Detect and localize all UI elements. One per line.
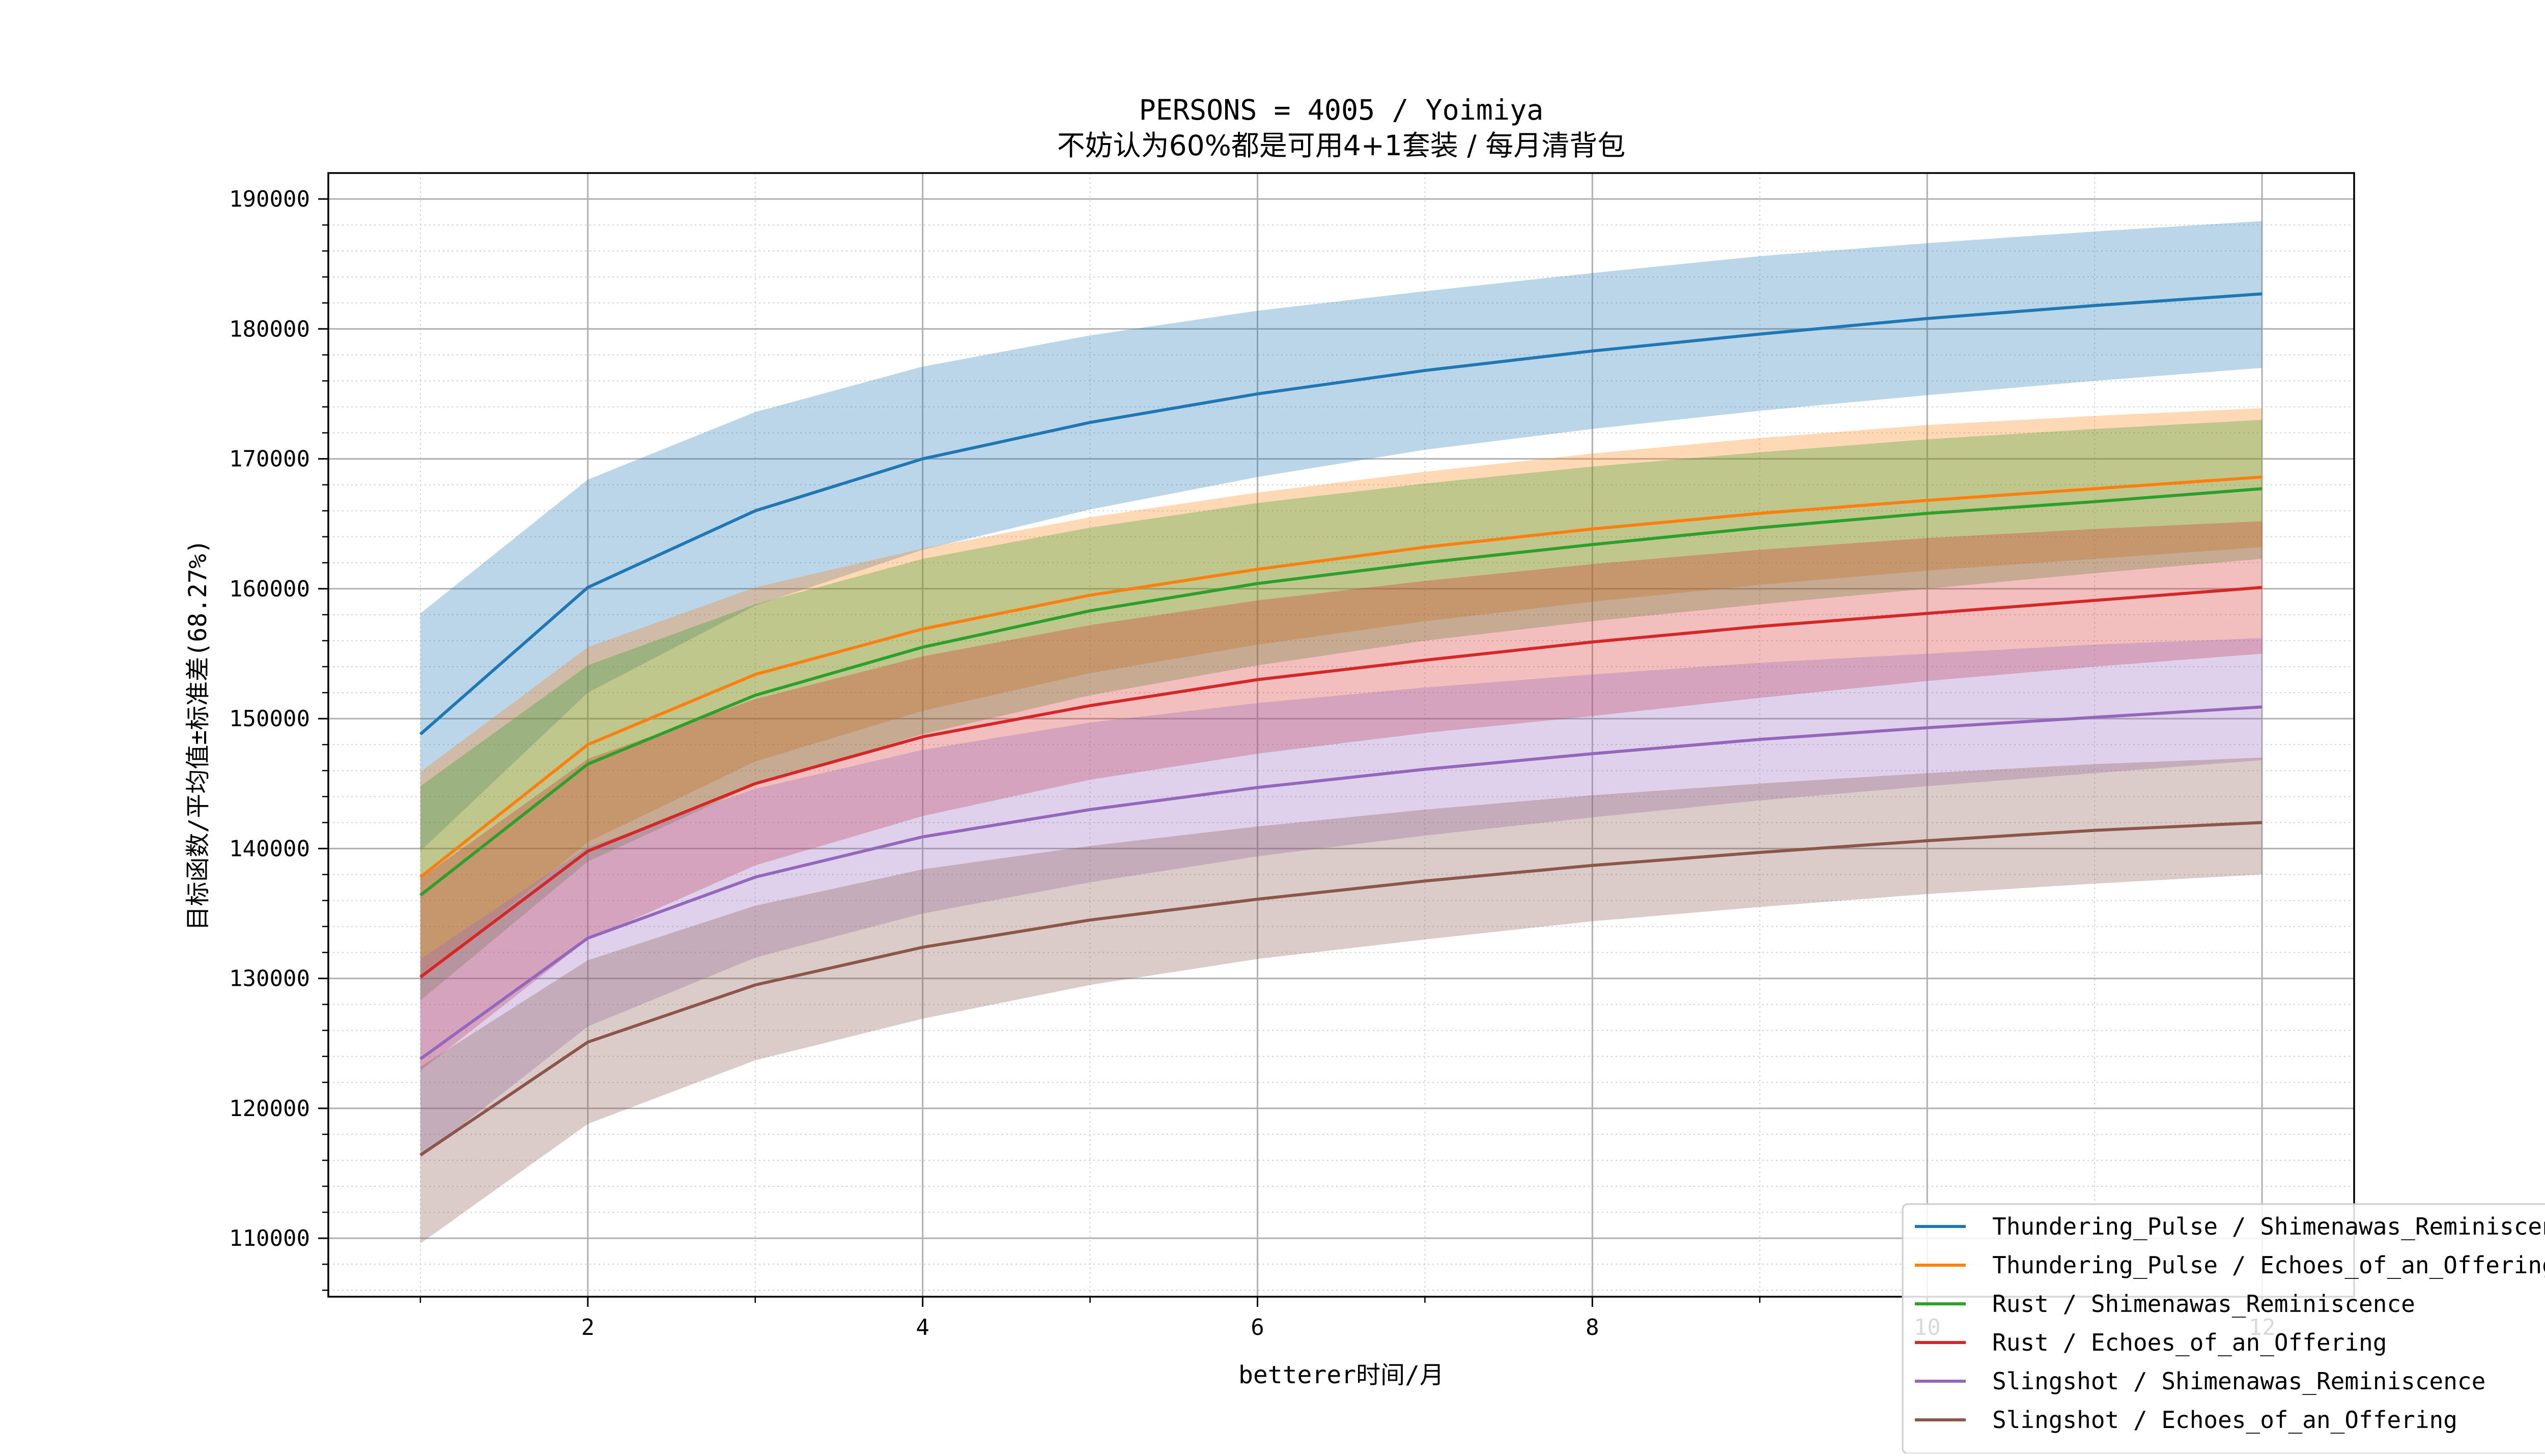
y-tick-label: 130000 <box>229 966 310 992</box>
series-line-6 <box>419 821 2263 1157</box>
series-band-4 <box>420 521 2263 1071</box>
series-band-2 <box>420 408 2263 980</box>
y-tick-label: 120000 <box>229 1096 310 1122</box>
chart-title: PERSONS = 4005 / Yoimiya <box>1139 94 1544 126</box>
y-tick-label: 160000 <box>229 576 310 602</box>
legend-label-6: Slingshot / Echoes_of_an_Offering <box>1992 1406 2457 1434</box>
chart-subtitle: 不妨认为60%都是可用4+1套装 / 每月清背包 <box>1057 129 1626 162</box>
y-axis-label: 目标函数/平均值±标准差(68.27%) <box>184 539 212 931</box>
x-tick-label: 6 <box>1251 1315 1264 1340</box>
x-axis-label: betterer时间/月 <box>1238 1361 1444 1389</box>
legend: Thundering_Pulse / Shimenawas_Reminiscen… <box>1902 1203 2545 1454</box>
legend-label-3: Rust / Shimenawas_Reminiscence <box>1992 1290 2415 1318</box>
series-band-6 <box>420 757 2263 1244</box>
series-line-5 <box>419 705 2263 1061</box>
series-line-3 <box>419 487 2263 897</box>
series-band-5 <box>420 638 2263 1158</box>
y-tick-label: 180000 <box>229 316 310 342</box>
series-band-3 <box>420 419 2263 1001</box>
series-line-4 <box>419 586 2263 979</box>
legend-label-5: Slingshot / Shimenawas_Reminiscence <box>1992 1367 2485 1395</box>
legend-label-1: Thundering_Pulse / Shimenawas_Reminiscen… <box>1992 1213 2545 1240</box>
legend-label-4: Rust / Echoes_of_an_Offering <box>1992 1329 2387 1356</box>
series-line-2 <box>419 475 2263 878</box>
y-tick-label: 150000 <box>229 706 310 732</box>
series-band-1 <box>420 221 2263 851</box>
y-tick-label: 170000 <box>229 446 310 472</box>
y-tick-label: 190000 <box>229 186 310 212</box>
x-tick-label: 2 <box>581 1315 595 1340</box>
x-tick-label: 4 <box>916 1315 929 1340</box>
y-tick-label: 140000 <box>229 836 310 862</box>
x-tick-label: 8 <box>1586 1315 1599 1340</box>
plot-frame <box>327 172 2355 1298</box>
legend-label-2: Thundering_Pulse / Echoes_of_an_Offering <box>1992 1251 2545 1279</box>
y-tick-label: 110000 <box>229 1225 310 1251</box>
series-line-1 <box>419 292 2263 735</box>
